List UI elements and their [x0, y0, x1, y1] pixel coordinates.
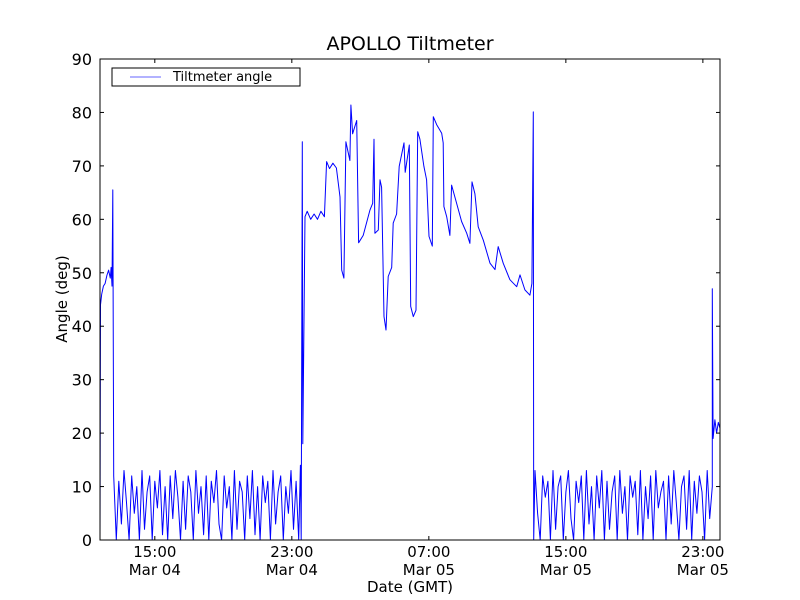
x-tick-label-time: 15:00	[544, 543, 587, 561]
y-tick-label: 10	[72, 478, 92, 497]
y-tick-label: 0	[82, 531, 92, 550]
x-tick-label-time: 07:00	[407, 543, 450, 561]
series-line-tiltmeter-angle	[100, 104, 720, 540]
x-tick-label-date: Mar 05	[403, 561, 455, 579]
x-tick-label-time: 15:00	[133, 543, 176, 561]
legend: Tiltmeter angle	[111, 67, 301, 87]
x-tick-label-date: Mar 05	[677, 561, 729, 579]
y-tick-label: 20	[72, 424, 92, 443]
x-tick-label-date: Mar 05	[540, 561, 592, 579]
y-tick-label: 90	[72, 50, 92, 69]
x-axis-label: Date (GMT)	[367, 578, 453, 596]
x-tick-label-time: 23:00	[270, 543, 313, 561]
y-tick-label: 80	[72, 103, 92, 122]
x-tick-label-time: 23:00	[681, 543, 724, 561]
y-tick-label: 50	[72, 264, 92, 283]
x-tick-label-date: Mar 04	[129, 561, 181, 579]
y-tick-label: 60	[72, 210, 92, 229]
axes-frame	[99, 58, 721, 541]
y-tick-label: 40	[72, 317, 92, 336]
x-tick-label-date: Mar 04	[266, 561, 318, 579]
legend-box	[111, 67, 301, 87]
chart-title: APOLLO Tiltmeter	[326, 33, 493, 55]
y-axis-label: Angle (deg)	[53, 255, 71, 342]
y-tick-label: 30	[72, 371, 92, 390]
legend-label: Tiltmeter angle	[172, 70, 272, 85]
y-tick-label: 70	[72, 157, 92, 176]
